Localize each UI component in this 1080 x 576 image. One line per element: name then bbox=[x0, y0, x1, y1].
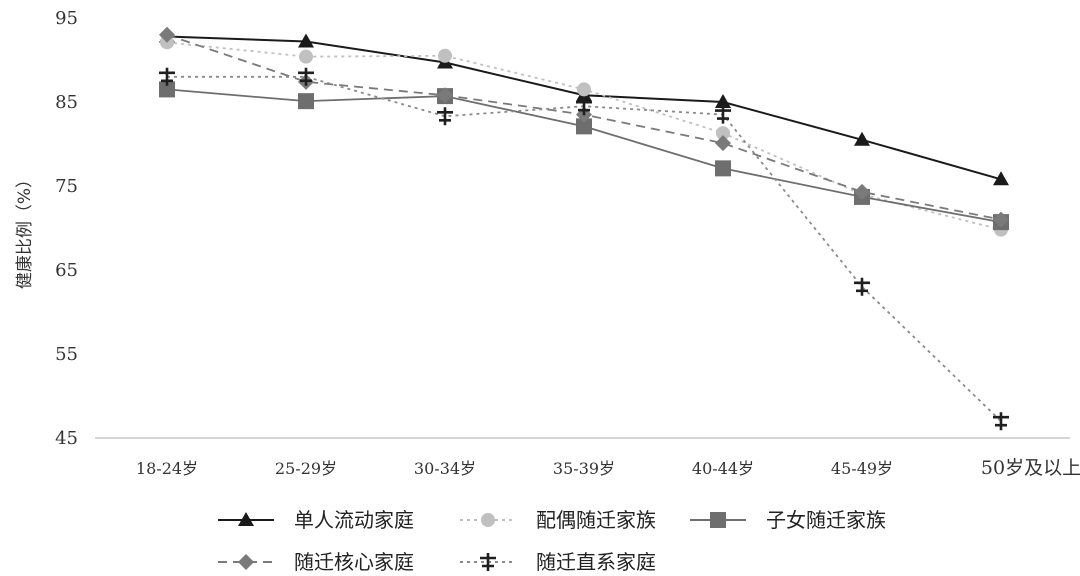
x-tick-labels: 18-24岁 25-29岁 30-34岁 35-39岁 40-44岁 45-49岁 50岁及… bbox=[136, 457, 1080, 479]
x-tick-label: 40-44岁 bbox=[692, 459, 754, 478]
data-point bbox=[715, 135, 731, 152]
legend-marker bbox=[481, 513, 495, 527]
legend-marker bbox=[710, 512, 726, 528]
data-point bbox=[715, 160, 731, 177]
data-point bbox=[716, 126, 730, 141]
x-tick-label: 25-29岁 bbox=[275, 459, 337, 478]
legend-item: 随迁直系家庭 bbox=[460, 550, 656, 574]
legend-item: 子女随迁家族 bbox=[690, 508, 886, 532]
legend-marker bbox=[238, 554, 254, 570]
y-tick-labels: 95 85 75 65 55 45 bbox=[55, 8, 78, 449]
legend-label: 子女随迁家族 bbox=[766, 508, 886, 532]
data-point bbox=[576, 97, 592, 116]
data-point bbox=[159, 81, 175, 98]
data-point bbox=[993, 211, 1009, 228]
legend-marker bbox=[480, 553, 496, 571]
data-point bbox=[298, 67, 314, 86]
x-tick-label: 45-49岁 bbox=[831, 459, 893, 478]
legend-label: 随迁直系家庭 bbox=[536, 550, 656, 574]
data-point bbox=[298, 33, 314, 48]
y-tick-label: 75 bbox=[55, 176, 78, 197]
series-line bbox=[166, 41, 1002, 231]
data-point bbox=[437, 87, 453, 104]
data-point bbox=[577, 82, 591, 97]
data-point bbox=[299, 49, 313, 64]
data-point bbox=[993, 171, 1009, 186]
series-group bbox=[159, 26, 1009, 431]
legend-item: 单人流动家庭 bbox=[218, 508, 414, 532]
data-point bbox=[159, 67, 175, 86]
data-point bbox=[715, 94, 731, 108]
data-point bbox=[298, 93, 314, 110]
series-5 bbox=[159, 67, 1009, 431]
legend-label: 随迁核心家庭 bbox=[294, 550, 414, 574]
data-point bbox=[576, 118, 592, 135]
y-tick-label: 95 bbox=[55, 8, 78, 29]
data-point bbox=[993, 412, 1009, 431]
data-point bbox=[437, 107, 453, 126]
y-tick-label: 65 bbox=[55, 260, 78, 281]
data-point bbox=[854, 183, 870, 200]
legend-label: 配偶随迁家族 bbox=[536, 508, 656, 532]
data-point bbox=[438, 48, 452, 63]
y-tick-label: 45 bbox=[55, 428, 78, 449]
y-axis-label: 健康比例（%） bbox=[15, 171, 35, 289]
data-point bbox=[715, 105, 731, 124]
x-tick-label: 18-24岁 bbox=[136, 459, 198, 478]
x-tick-label: 50岁及以上 bbox=[981, 457, 1080, 479]
x-tick-label: 30-34岁 bbox=[414, 459, 476, 478]
data-point bbox=[854, 277, 870, 296]
x-tick-label: 35-39岁 bbox=[553, 459, 615, 478]
data-point bbox=[854, 131, 870, 146]
legend-marker bbox=[238, 512, 254, 526]
legend-item: 随迁核心家庭 bbox=[218, 550, 414, 574]
data-point bbox=[159, 26, 175, 43]
y-tick-label: 85 bbox=[55, 92, 78, 113]
legend-label: 单人流动家庭 bbox=[294, 508, 414, 532]
series-2 bbox=[160, 35, 1008, 237]
y-tick-label: 55 bbox=[55, 344, 78, 365]
legend-item: 配偶随迁家族 bbox=[460, 508, 656, 532]
